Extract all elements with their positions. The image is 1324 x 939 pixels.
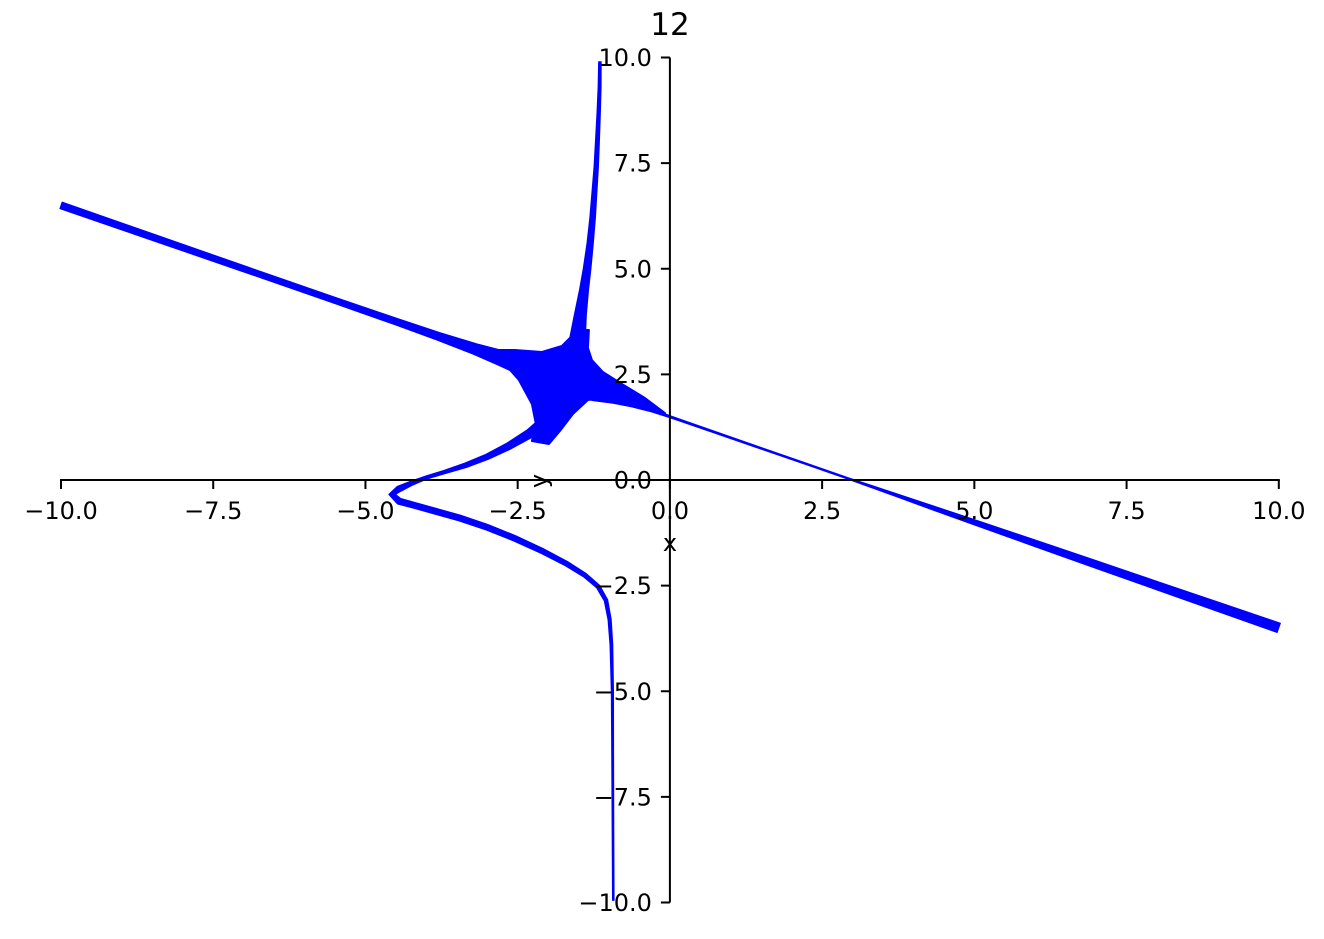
- x-tick-label: −10.0: [24, 497, 98, 525]
- y-tick-label: −10.0: [578, 889, 652, 917]
- y-tick-label: 10.0: [598, 44, 651, 72]
- x-tick-label: −7.5: [184, 497, 242, 525]
- y-tick-label: 0.0: [614, 467, 652, 495]
- x-tick-label: 7.5: [1107, 497, 1145, 525]
- y-tick-label: −2.5: [594, 572, 652, 600]
- x-tick-label: −5.0: [336, 497, 394, 525]
- curve-lower-branch: [388, 414, 615, 901]
- chart-title: 12: [650, 7, 690, 43]
- x-axis-label: x: [662, 529, 678, 557]
- y-tick-label: −7.5: [594, 783, 652, 811]
- y-axis-label: y: [525, 473, 553, 489]
- y-tick-label: 2.5: [614, 361, 652, 389]
- curve-upper-branch: [568, 61, 602, 342]
- x-tick-label: −2.5: [489, 497, 547, 525]
- y-tick-label: 5.0: [614, 255, 652, 283]
- curve-singular-blob: [488, 329, 666, 445]
- x-tick-label: 2.5: [803, 497, 841, 525]
- x-tick-label: 5.0: [955, 497, 993, 525]
- y-tick-label: 7.5: [614, 150, 652, 178]
- y-tick-label: −5.0: [594, 678, 652, 706]
- x-tick-label: 10.0: [1252, 497, 1305, 525]
- x-tick-label: 0.0: [651, 497, 689, 525]
